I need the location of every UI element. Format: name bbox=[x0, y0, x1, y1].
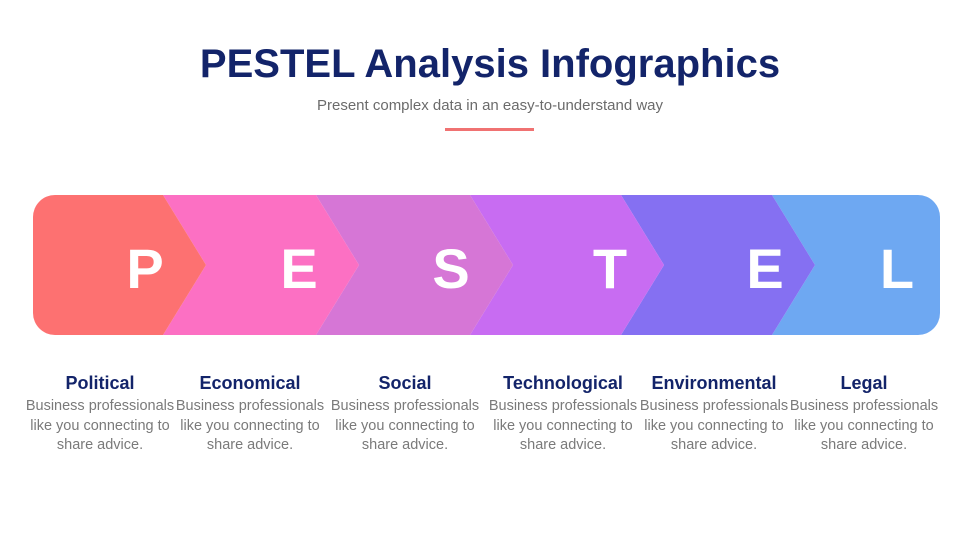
segment-letter: P bbox=[126, 237, 164, 300]
item-description: Business professionals like you connecti… bbox=[330, 398, 480, 453]
item-description: Business professionals like you connecti… bbox=[175, 398, 325, 453]
chevron-segment-economical bbox=[163, 195, 359, 335]
pestel-item-political: Political Business professionals like you… bbox=[25, 371, 175, 456]
title-underline bbox=[445, 128, 534, 131]
segment-letter: E bbox=[280, 237, 318, 300]
segment-letter: E bbox=[746, 237, 784, 300]
item-description: Business professionals like you connecti… bbox=[25, 398, 175, 453]
chevron-segment-technological bbox=[470, 195, 664, 335]
segment-letter: L bbox=[879, 237, 915, 300]
chevron-segment-political bbox=[33, 195, 206, 335]
chevron-segment-social bbox=[316, 195, 513, 335]
pestel-item-economical: Economical Business professionals like yo… bbox=[175, 371, 325, 456]
item-heading: Environmental bbox=[651, 373, 777, 393]
item-description: Business professionals like you connecti… bbox=[639, 398, 789, 453]
pestel-item-social: Social Business professionals like you co… bbox=[330, 371, 480, 456]
pestel-item-environmental: Environmental Business professionals like… bbox=[639, 371, 789, 456]
segment-letter: S bbox=[432, 237, 470, 300]
pestel-item-technological: Technological Business professionals like… bbox=[488, 371, 638, 456]
page-subtitle: Present complex data in an easy-to-under… bbox=[316, 97, 664, 114]
item-description: Business professionals like you connecti… bbox=[789, 398, 939, 453]
item-description: Business professionals like you connecti… bbox=[488, 398, 638, 453]
chevron-segment-environmental bbox=[621, 195, 815, 335]
item-heading: Legal bbox=[840, 373, 888, 393]
page-title: PESTEL Analysis Infographics bbox=[199, 42, 781, 86]
item-heading: Economical bbox=[199, 373, 301, 393]
item-heading: Technological bbox=[503, 373, 623, 393]
item-heading: Social bbox=[378, 373, 432, 393]
pestel-item-legal: Legal Business professionals like you con… bbox=[789, 371, 939, 456]
chevron-segment-legal bbox=[772, 195, 940, 335]
item-heading: Political bbox=[65, 373, 135, 393]
segment-letter: T bbox=[592, 237, 628, 300]
